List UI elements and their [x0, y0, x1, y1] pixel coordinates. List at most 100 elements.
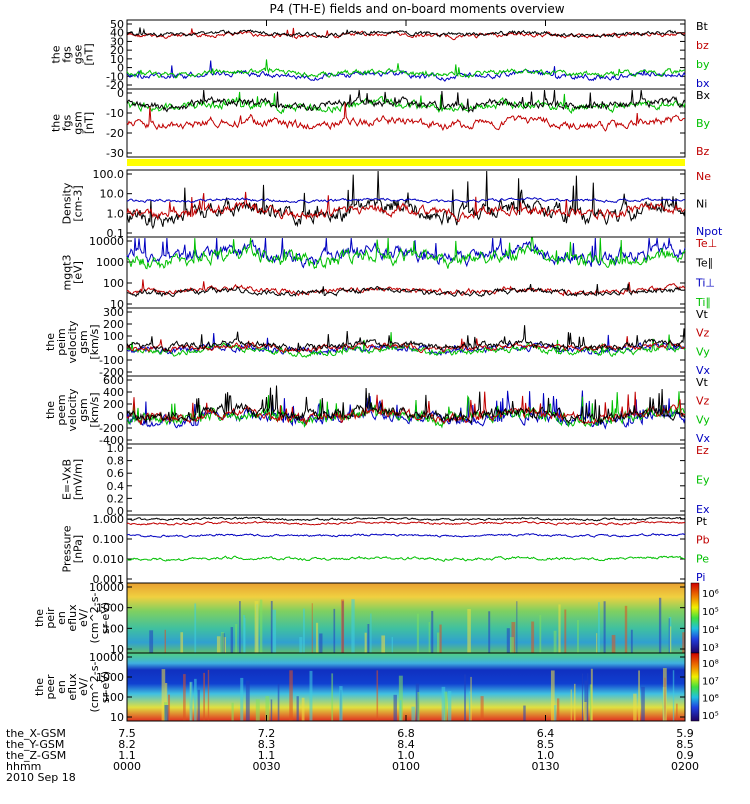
y-axis-title-line: the — [50, 114, 63, 132]
spectrogram-streak — [207, 669, 210, 721]
y-tick-label: 50 — [110, 18, 124, 31]
spectrogram-streak — [270, 699, 273, 721]
spectrogram-streak — [672, 670, 675, 721]
spectrogram-streak — [411, 706, 416, 721]
spectrogram-streak — [231, 702, 234, 721]
spectrogram-streak — [259, 599, 263, 653]
spectrogram-streak — [428, 621, 430, 653]
spectrogram-streak — [164, 629, 166, 653]
series-Bt — [126, 27, 686, 39]
y-axis-title-line: [mV/m] — [72, 459, 85, 500]
spectrogram-streak — [245, 680, 250, 721]
spectrogram-streak — [658, 597, 662, 653]
spectrogram-streak — [581, 673, 584, 721]
spectrogram-streak — [399, 700, 402, 721]
spectrogram-streak — [682, 632, 686, 653]
spectrogram-streak — [443, 691, 448, 721]
hhmm-value: 0100 — [392, 760, 420, 773]
spectrogram-streak — [367, 624, 370, 653]
spectrogram-streak — [587, 673, 589, 721]
y-tick-label: -30 — [106, 147, 124, 160]
spectrogram-streak — [309, 670, 313, 721]
legend-Vy: Vy — [696, 413, 710, 426]
y-tick-label: 1.000 — [93, 513, 125, 526]
y-tick-label: 10.0 — [100, 188, 125, 201]
y-axis-title-line: fgs — [61, 114, 74, 131]
series-Pe — [126, 555, 686, 563]
y-gsm-value: 8.2 — [118, 738, 136, 751]
y-tick-label: 100 — [103, 330, 124, 343]
spectrogram-streak — [554, 705, 557, 721]
colorbar-label: 10⁶ — [702, 589, 719, 600]
spectrogram-streak — [556, 698, 560, 721]
spectrogram-streak — [296, 696, 299, 721]
panel-frame — [126, 443, 686, 516]
x-axis-row-label: 2010 Sep 18 — [6, 771, 76, 784]
spectrogram-streak — [464, 674, 466, 721]
x-gsm-value: 6.8 — [397, 727, 415, 740]
legend-Npot: Npot — [696, 225, 723, 238]
series-By — [126, 91, 686, 115]
y-gsm-value: 8.3 — [258, 738, 276, 751]
y-tick-label: 0.100 — [93, 533, 125, 546]
y-tick-label: 0.6 — [107, 467, 125, 480]
panel-e-field: 1.00.80.60.40.20.0 E=-VxB[mV/m] Ez Ey Ex — [61, 442, 710, 518]
y-axis-title-line: (cm^2-s- — [88, 593, 101, 644]
spectrogram-streak — [447, 691, 452, 721]
y-axis-title-line: en — [55, 680, 68, 694]
spectrogram-streak — [364, 632, 367, 653]
panel-frame — [126, 88, 686, 158]
x-axis-row-label: the_X-GSM — [6, 727, 66, 740]
y-tick-label: 200 — [103, 318, 124, 331]
panel-peer-eflux: 10⁸10⁷10⁶10⁵10000100010010thepeereneflux… — [33, 651, 719, 724]
legend-bx: bx — [696, 77, 710, 90]
y-axis-title-line: Pressure — [61, 525, 74, 572]
spectrogram-streak — [351, 599, 355, 653]
hhmm-value: 0030 — [253, 760, 281, 773]
y-tick-label: 0 — [117, 410, 124, 423]
hhmm-value: 0200 — [671, 760, 699, 773]
legend-Bz: Bz — [696, 145, 710, 158]
y-tick-label: 0.8 — [107, 455, 125, 468]
legend-Vz: Vz — [696, 395, 710, 408]
y-axis-title-line: gsm — [77, 330, 90, 353]
y-tick-label: -100 — [99, 354, 124, 367]
spectrogram-streak — [516, 601, 518, 653]
spectrogram-streak — [381, 635, 386, 653]
y-tick-label: 10000 — [89, 651, 124, 664]
y-axis-title-line: sr-eV) — [99, 671, 112, 703]
spectrogram-image — [127, 583, 685, 653]
legend-Vy: Vy — [696, 345, 710, 358]
y-axis-title: mgqt3[eV] — [61, 255, 85, 291]
series-Vt — [126, 385, 686, 425]
legend-Vt: Vt — [696, 308, 709, 321]
colorbar-label: 10⁴ — [702, 625, 719, 636]
z-gsm-value: 1.1 — [258, 749, 276, 762]
spectrogram-streak — [255, 699, 260, 721]
y-tick-label: 20 — [110, 44, 124, 57]
y-tick-label: 40 — [110, 27, 124, 40]
spectrogram-streak — [467, 609, 471, 653]
y-tick-label: 10000 — [89, 235, 124, 248]
legend-Ez: Ez — [696, 444, 709, 457]
series-Pt — [126, 516, 686, 522]
spectrogram-streak — [584, 680, 588, 721]
legend-Bx: Bx — [696, 89, 711, 102]
spectrogram-streak — [624, 605, 628, 653]
spectrogram-streak — [370, 613, 372, 653]
y-axis-title-line: [eV] — [72, 261, 85, 284]
y-axis-title-line: the — [33, 609, 46, 627]
hhmm-value: 0130 — [532, 760, 560, 773]
legend-Bt: Bt — [696, 20, 709, 33]
spectrogram-streak — [376, 670, 379, 721]
spectrogram-streak — [235, 624, 238, 653]
colorbar-label: 10⁷ — [702, 676, 719, 687]
spectrogram-streak — [664, 677, 666, 721]
spectrogram-streak — [506, 628, 510, 653]
spectrogram-streak — [301, 697, 305, 721]
spectrogram-streak — [391, 636, 393, 653]
y-axis-title-line: Density — [61, 182, 74, 224]
spectrogram-streak — [668, 618, 670, 653]
panel-pressure: 1.000 0.100 0.010 0.001 Pressure[nPa] Pt Pb Pe P… — [61, 513, 710, 586]
